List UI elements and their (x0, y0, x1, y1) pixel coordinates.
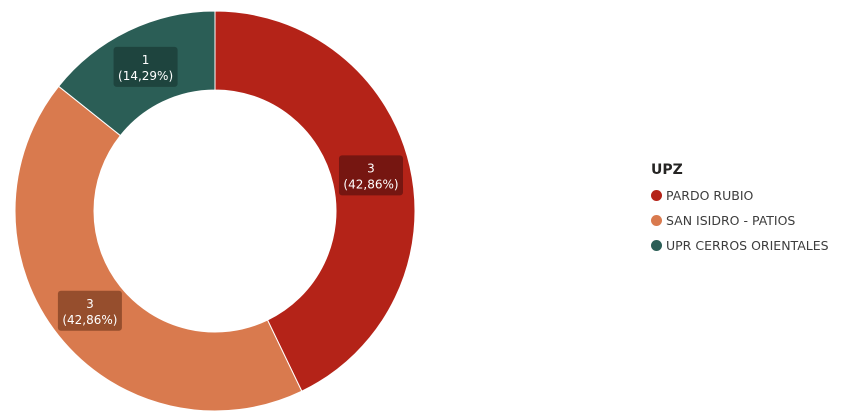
legend-title: UPZ (651, 162, 683, 178)
data-label-san-isidro-patios: 3 (42,86%) (57, 290, 122, 331)
data-label-upr-cerros-orientales: 1 (14,29%) (113, 46, 178, 87)
data-label-percent: (14,29%) (118, 69, 173, 83)
legend-label: PARDO RUBIO (666, 188, 754, 203)
slice-san-isidro-patios[interactable] (14, 85, 303, 412)
legend: UPZ PARDO RUBIO SAN ISIDRO - PATIOS UPR CE… (651, 162, 829, 258)
data-label-box (57, 290, 122, 331)
legend-item-upr-cerros-orientales[interactable]: UPR CERROS ORIENTALES (651, 233, 829, 258)
data-label-box (338, 155, 403, 196)
legend-swatch (651, 240, 662, 251)
donut-slices (14, 10, 416, 412)
slice-pardo-rubio[interactable] (214, 10, 416, 392)
legend-item-pardo-rubio[interactable]: PARDO RUBIO (651, 183, 829, 208)
data-label-value: 3 (86, 297, 94, 311)
data-label-pardo-rubio: 3 (42,86%) (338, 155, 403, 196)
data-labels: 3 (42,86%) 3 (42,86%) 1 (14,29%) (57, 46, 403, 331)
data-label-percent: (42,86%) (62, 313, 117, 327)
data-label-value: 3 (367, 161, 375, 175)
legend-item-san-isidro-patios[interactable]: SAN ISIDRO - PATIOS (651, 208, 829, 233)
legend-label: SAN ISIDRO - PATIOS (666, 213, 796, 228)
legend-label: UPR CERROS ORIENTALES (666, 238, 829, 253)
data-label-percent: (42,86%) (343, 177, 398, 191)
data-label-value: 1 (142, 53, 150, 67)
legend-swatch (651, 190, 662, 201)
legend-swatch (651, 215, 662, 226)
data-label-box (113, 46, 178, 87)
